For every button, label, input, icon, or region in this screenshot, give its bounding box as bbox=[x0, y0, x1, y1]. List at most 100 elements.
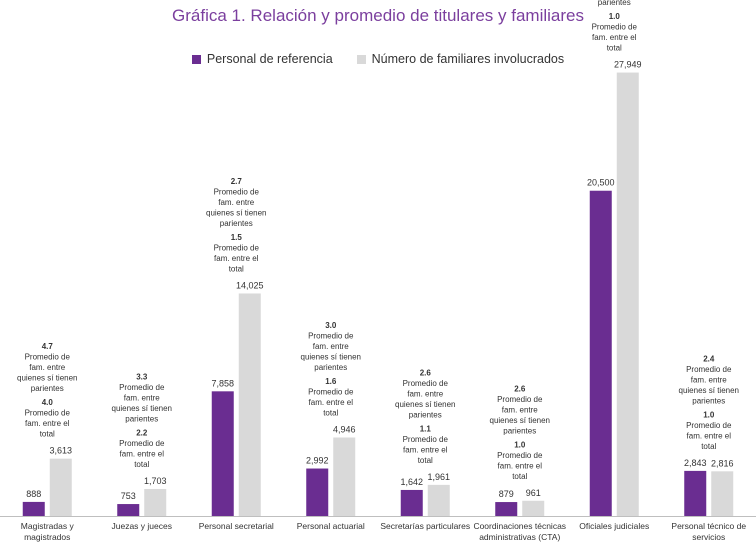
annotation-avg-total-text: total bbox=[229, 264, 244, 273]
category-label: administrativas (CTA) bbox=[479, 532, 560, 542]
annotation-avg-total-text: total bbox=[134, 460, 149, 469]
annotation-avg-with-relatives-text: quienes sí tienen bbox=[490, 416, 551, 425]
annotation-avg-total-text: total bbox=[418, 456, 433, 465]
category-label: magistrados bbox=[24, 532, 70, 542]
annotation-avg-total-value: 1.0 bbox=[514, 440, 526, 449]
bar-relatives bbox=[616, 72, 639, 516]
annotation-avg-with-relatives-text: parientes bbox=[220, 219, 253, 228]
annotation-avg-with-relatives-text: parientes bbox=[503, 426, 536, 435]
annotation-avg-total-text: fam. entre el bbox=[498, 461, 543, 470]
annotation-avg-total-text: total bbox=[323, 409, 338, 418]
annotation-avg-with-relatives-text: parientes bbox=[409, 410, 442, 419]
annotation-avg-total-value: 4.0 bbox=[42, 398, 54, 407]
category-label: Personal técnico de bbox=[671, 521, 746, 531]
data-label-reference: 2,992 bbox=[306, 456, 329, 466]
data-label-relatives: 3,613 bbox=[49, 446, 72, 456]
category-label: Juezas y jueces bbox=[112, 521, 172, 531]
annotation-avg-total-value: 1.1 bbox=[420, 424, 432, 433]
data-label-reference: 7,858 bbox=[211, 378, 234, 388]
category-label: servicios bbox=[692, 532, 725, 542]
data-label-reference: 2,843 bbox=[684, 458, 707, 468]
data-label-reference: 1,642 bbox=[400, 477, 423, 487]
category-label: Secretarías particulares bbox=[380, 521, 470, 531]
annotation-avg-with-relatives-value: 3.3 bbox=[136, 372, 148, 381]
annotation-avg-with-relatives-text: Promedio de bbox=[686, 365, 732, 374]
annotation-avg-total-text: fam. entre el bbox=[25, 419, 70, 428]
annotation-avg-total-text: Promedio de bbox=[686, 421, 732, 430]
annotation-avg-with-relatives-text: quienes sí tienen bbox=[301, 353, 362, 362]
chart-title: Gráfica 1. Relación y promedio de titula… bbox=[172, 6, 584, 25]
bar-reference bbox=[211, 391, 234, 516]
annotation-avg-with-relatives-text: fam. entre bbox=[313, 342, 350, 351]
data-label-relatives: 1,961 bbox=[427, 472, 450, 482]
annotation-avg-with-relatives-text: fam. entre bbox=[502, 405, 539, 414]
data-label-relatives: 1,703 bbox=[144, 476, 167, 486]
bar-reference bbox=[684, 470, 707, 516]
category-label: Personal secretarial bbox=[199, 521, 274, 531]
annotation-avg-total-value: 1.6 bbox=[325, 377, 337, 386]
annotation-avg-total-value: 1.0 bbox=[609, 12, 621, 21]
annotation-avg-with-relatives-text: quienes sí tienen bbox=[206, 208, 267, 217]
legend-label-relatives: Número de familiares involucrados bbox=[371, 52, 565, 66]
annotation-avg-total-text: fam. entre el bbox=[687, 431, 732, 440]
annotation-avg-with-relatives-text: Promedio de bbox=[214, 187, 260, 196]
annotation-avg-total-text: fam. entre el bbox=[403, 445, 448, 454]
bar-relatives bbox=[522, 500, 545, 516]
annotation-avg-with-relatives-text: Promedio de bbox=[308, 332, 354, 341]
annotation-avg-with-relatives-text: parientes bbox=[125, 414, 158, 423]
annotation-avg-total-text: Promedio de bbox=[25, 409, 71, 418]
legend-item-reference: Personal de referencia bbox=[191, 52, 333, 66]
annotation-avg-total-text: fam. entre el bbox=[309, 398, 354, 407]
legend: Personal de referencia Número de familia… bbox=[0, 52, 756, 66]
annotation-avg-total-text: Promedio de bbox=[497, 451, 543, 460]
annotation-avg-with-relatives-value: 2.7 bbox=[231, 177, 243, 186]
annotation-avg-with-relatives-value: 3.0 bbox=[325, 321, 337, 330]
bar-reference bbox=[589, 190, 612, 516]
data-label-relatives: 4,946 bbox=[333, 425, 356, 435]
category-label: Oficiales judiciales bbox=[579, 521, 649, 531]
annotation-avg-total-text: total bbox=[701, 442, 716, 451]
category-label: Personal actuarial bbox=[297, 521, 365, 531]
annotation-avg-total-value: 1.5 bbox=[231, 233, 243, 242]
annotation-avg-with-relatives-text: fam. entre bbox=[124, 393, 161, 402]
data-label-relatives: 27,949 bbox=[614, 60, 642, 70]
bar-relatives bbox=[427, 484, 450, 516]
annotation-avg-with-relatives-value: 2.4 bbox=[703, 354, 715, 363]
annotation-avg-with-relatives-text: parientes bbox=[692, 396, 725, 405]
annotation-avg-total-text: total bbox=[607, 44, 622, 53]
annotation-avg-total-text: Promedio de bbox=[308, 388, 354, 397]
annotation-avg-with-relatives-text: parientes bbox=[31, 384, 64, 393]
category-label: Coordinaciones técnicas bbox=[473, 521, 566, 531]
bar-relatives bbox=[49, 458, 72, 516]
data-label-reference: 888 bbox=[26, 489, 41, 499]
annotation-avg-total-text: total bbox=[40, 430, 55, 439]
annotation-avg-with-relatives-text: Promedio de bbox=[497, 395, 543, 404]
annotation-avg-with-relatives-text: fam. entre bbox=[407, 389, 444, 398]
annotation-avg-with-relatives-text: quienes sí tienen bbox=[395, 400, 456, 409]
annotation-avg-total-text: fam. entre el bbox=[592, 33, 637, 42]
data-label-relatives: 2,816 bbox=[711, 458, 734, 468]
bar-reference bbox=[22, 501, 45, 516]
annotation-avg-with-relatives-value: 2.6 bbox=[514, 384, 526, 393]
annotation-avg-total-value: 1.0 bbox=[703, 410, 715, 419]
data-label-reference: 20,500 bbox=[587, 178, 615, 188]
data-label-relatives: 961 bbox=[526, 488, 541, 498]
data-label-reference: 753 bbox=[121, 491, 136, 501]
annotation-avg-total-value: 2.2 bbox=[136, 428, 148, 437]
annotation-avg-with-relatives-text: Promedio de bbox=[119, 383, 165, 392]
annotation-avg-total-text: Promedio de bbox=[592, 23, 638, 32]
legend-swatch-relatives bbox=[356, 54, 366, 64]
annotation-avg-with-relatives-text: fam. entre bbox=[218, 198, 255, 207]
data-label-relatives: 14,025 bbox=[236, 280, 264, 290]
bar-relatives bbox=[144, 488, 167, 516]
legend-item-relatives: Número de familiares involucrados bbox=[356, 52, 565, 66]
annotation-avg-total-text: total bbox=[512, 472, 527, 481]
annotation-avg-with-relatives-text: quienes sí tienen bbox=[112, 404, 173, 413]
annotation-avg-total-text: Promedio de bbox=[119, 439, 165, 448]
annotation-avg-total-text: fam. entre el bbox=[214, 254, 259, 263]
annotation-avg-total-text: Promedio de bbox=[214, 243, 260, 252]
annotation-avg-total-text: Promedio de bbox=[403, 435, 449, 444]
annotation-avg-with-relatives-value: 2.6 bbox=[420, 368, 432, 377]
annotation-avg-with-relatives-text: Promedio de bbox=[403, 379, 449, 388]
